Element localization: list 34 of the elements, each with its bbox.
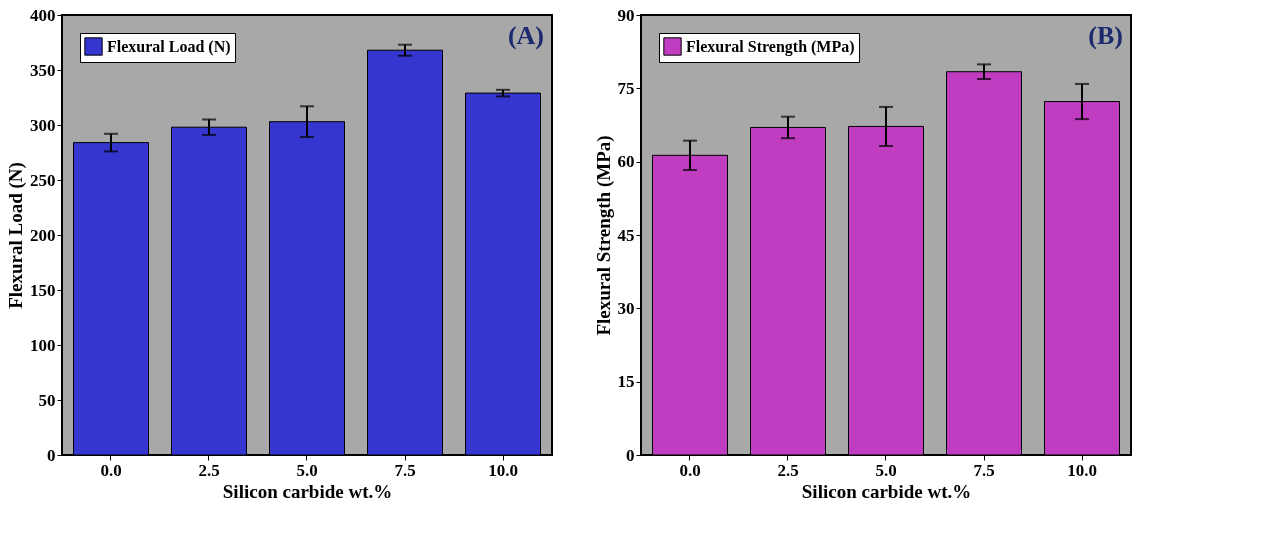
y-tick-label: 150 — [30, 280, 56, 300]
y-tick-label: 0 — [626, 445, 635, 465]
legend-label: Flexural Strength (MPa) — [686, 37, 855, 56]
y-axis-title: Flexural Strength (MPa) — [592, 135, 615, 336]
y-axis-title: Flexural Load (N) — [5, 162, 27, 309]
x-tick-label: 10.0 — [488, 460, 518, 480]
y-tick-label: 90 — [617, 5, 635, 25]
x-tick-label: 2.5 — [198, 460, 220, 480]
x-tick-label: 0.0 — [679, 460, 701, 480]
annotation: (A) — [507, 21, 544, 50]
y-tick-label: 0 — [47, 445, 56, 465]
x-axis-title: Silicon carbide wt.% — [222, 480, 393, 502]
y-tick-label: 400 — [30, 5, 56, 25]
x-tick-label: 7.5 — [973, 460, 995, 480]
y-tick-label: 30 — [617, 298, 635, 318]
x-tick-label: 2.5 — [777, 460, 799, 480]
x-axis-title: Silicon carbide wt.% — [801, 480, 972, 502]
y-tick-label: 60 — [617, 152, 635, 172]
x-tick-label: 5.0 — [296, 460, 318, 480]
y-tick-label: 100 — [30, 335, 56, 355]
y-tick-label: 75 — [617, 78, 635, 98]
x-tick-label: 5.0 — [875, 460, 897, 480]
y-tick-label: 50 — [38, 390, 56, 410]
y-tick-label: 15 — [617, 372, 635, 392]
y-tick-label: 300 — [30, 115, 56, 135]
y-tick-label: 250 — [30, 170, 56, 190]
x-tick-label: 0.0 — [100, 460, 122, 480]
y-tick-label: 45 — [617, 225, 635, 245]
y-tick-label: 200 — [30, 225, 56, 245]
y-tick-label: 350 — [30, 60, 56, 80]
x-tick-label: 7.5 — [394, 460, 416, 480]
x-tick-label: 10.0 — [1067, 460, 1097, 480]
legend-label: Flexural Load (N) — [107, 37, 231, 56]
annotation: (B) — [1088, 21, 1123, 50]
